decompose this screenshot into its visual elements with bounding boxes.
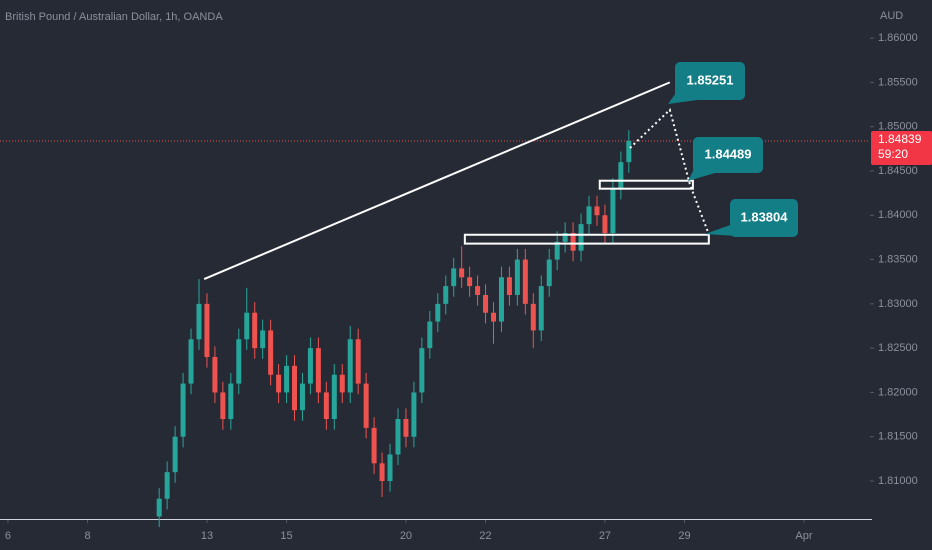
y-tick-label: 1.83000 — [878, 298, 918, 310]
currency-label: AUD — [880, 10, 903, 22]
x-tick-label: 27 — [599, 530, 611, 542]
candle-body — [602, 215, 608, 233]
candle-body — [284, 365, 290, 393]
candle-body — [419, 348, 425, 393]
candle-body — [522, 259, 528, 304]
y-tick-label: 1.82500 — [878, 342, 918, 354]
candle-body — [506, 277, 512, 295]
candle-body — [530, 303, 536, 331]
candle-body — [156, 498, 162, 517]
trend-line — [203, 81, 671, 280]
countdown-label: 59:20 — [878, 147, 908, 161]
candle-body — [220, 392, 226, 420]
candle-body — [498, 277, 504, 322]
candle-body — [188, 339, 194, 384]
candle-body — [514, 259, 520, 295]
y-tick-label: 1.81000 — [878, 475, 918, 487]
candle-body — [164, 472, 170, 499]
candle-body — [307, 348, 313, 384]
callout-text: 1.83804 — [741, 209, 789, 224]
candle-body — [236, 339, 242, 384]
candle-body — [387, 454, 393, 482]
callout-box — [730, 199, 798, 237]
candle-body — [451, 268, 457, 287]
callout-text: 1.85251 — [687, 72, 734, 87]
candle-body — [443, 286, 449, 304]
last-price-badge — [871, 130, 932, 165]
candle-body — [276, 374, 282, 393]
candle-body — [626, 140, 632, 163]
x-tick-label: 29 — [678, 530, 690, 542]
candle-body — [323, 392, 329, 420]
candle-body — [538, 286, 544, 331]
x-tick-label: 13 — [201, 530, 213, 542]
candle-body — [411, 392, 417, 437]
x-tick-label: 15 — [280, 530, 292, 542]
candle-body — [268, 330, 274, 375]
candle-body — [395, 419, 401, 455]
candle-body — [260, 330, 266, 349]
candle-body — [546, 259, 552, 287]
candle-body — [244, 312, 250, 340]
candle-body — [252, 312, 258, 349]
candle-body — [371, 427, 377, 464]
candle-body — [467, 277, 473, 287]
chart-title: British Pound / Australian Dollar, 1h, O… — [5, 11, 223, 23]
x-tick-label: 22 — [479, 530, 491, 542]
candle-body — [204, 303, 210, 358]
x-tick-label: 20 — [400, 530, 412, 542]
candle-body — [554, 241, 560, 260]
candle-body — [363, 383, 369, 428]
y-tick-label: 1.85500 — [878, 76, 918, 88]
callout-text: 1.84489 — [705, 146, 752, 161]
candle-body — [299, 383, 305, 411]
candle-body — [491, 312, 497, 322]
candle-body — [292, 365, 298, 411]
candle-body — [427, 321, 433, 349]
x-tick-label: 6 — [5, 530, 11, 542]
candle-body — [578, 224, 584, 251]
zone — [463, 233, 710, 245]
callout-box — [675, 62, 745, 100]
candle-body — [379, 463, 385, 482]
candle-body — [435, 303, 441, 322]
candle-body — [172, 436, 178, 473]
candle-body — [212, 357, 218, 393]
candle-body — [331, 374, 337, 420]
candle-body — [315, 348, 321, 393]
candle-body — [403, 419, 409, 437]
candle-body — [618, 162, 624, 189]
candle-body — [475, 286, 481, 295]
candle-body — [459, 268, 465, 278]
y-tick-label: 1.81500 — [878, 431, 918, 443]
candle-body — [570, 232, 576, 251]
y-tick-label: 1.86000 — [878, 32, 918, 44]
candle-body — [355, 339, 361, 384]
zone — [598, 179, 694, 190]
candle-body — [594, 206, 600, 216]
callout-box — [693, 137, 763, 173]
candle-body — [562, 232, 568, 242]
candle-body — [610, 188, 616, 233]
candle-body — [483, 294, 489, 313]
candle-body — [586, 206, 592, 225]
y-tick-label: 1.84500 — [878, 165, 918, 177]
y-tick-label: 1.85000 — [878, 121, 918, 133]
candle-body — [339, 374, 345, 393]
candle-body — [180, 383, 186, 437]
x-tick-label: 8 — [84, 530, 90, 542]
y-tick-label: 1.83500 — [878, 253, 918, 265]
x-tick-label: Apr — [795, 530, 812, 542]
candle-body — [196, 303, 202, 340]
candle-body — [347, 339, 353, 393]
y-tick-label: 1.84000 — [878, 209, 918, 221]
candle-body — [228, 383, 234, 420]
y-tick-label: 1.82000 — [878, 386, 918, 398]
last-price-label: 1.84839 — [878, 132, 922, 146]
